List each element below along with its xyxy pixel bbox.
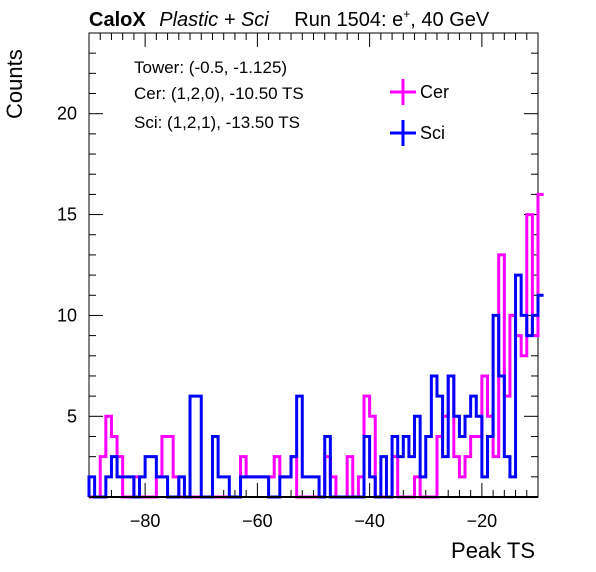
- subtitle-label: Plastic + Sci: [159, 9, 269, 31]
- y-tick-label: 20: [57, 104, 77, 124]
- y-axis-title: Counts: [2, 49, 27, 119]
- legend: Cer Sci: [390, 79, 449, 146]
- legend-sci-label: Sci: [420, 123, 445, 143]
- run-info-label: Run 1504: e: [294, 9, 403, 31]
- x-tick-label: −80: [130, 511, 161, 531]
- brand-label: CaloX: [89, 9, 146, 31]
- series-sci-line: [87, 273, 544, 499]
- info-sci: Sci: (1,2,1), -13.50 TS: [134, 113, 300, 132]
- histogram-series: [87, 192, 544, 499]
- run-energy-label: , 40 GeV: [410, 9, 490, 31]
- x-tick-label: −60: [242, 511, 273, 531]
- y-tick-label: 10: [57, 305, 77, 325]
- y-tick-label: 5: [67, 406, 77, 426]
- run-superscript: +: [403, 7, 410, 21]
- x-axis-title: Peak TS: [451, 538, 535, 563]
- x-tick-label: −20: [467, 511, 498, 531]
- header-title: CaloX Plastic + Sci Run 1504: e+, 40 GeV: [89, 7, 490, 31]
- axis-ticks: −80 −60 −40 −20 5 10 15 20: [57, 32, 539, 531]
- info-tower: Tower: (-0.5, -1.125): [134, 58, 287, 77]
- info-cer: Cer: (1,2,0), -10.50 TS: [134, 84, 304, 103]
- y-tick-label: 15: [57, 205, 77, 225]
- series-cer-line: [89, 192, 544, 499]
- legend-cer-label: Cer: [420, 82, 449, 102]
- x-tick-label: −40: [354, 511, 385, 531]
